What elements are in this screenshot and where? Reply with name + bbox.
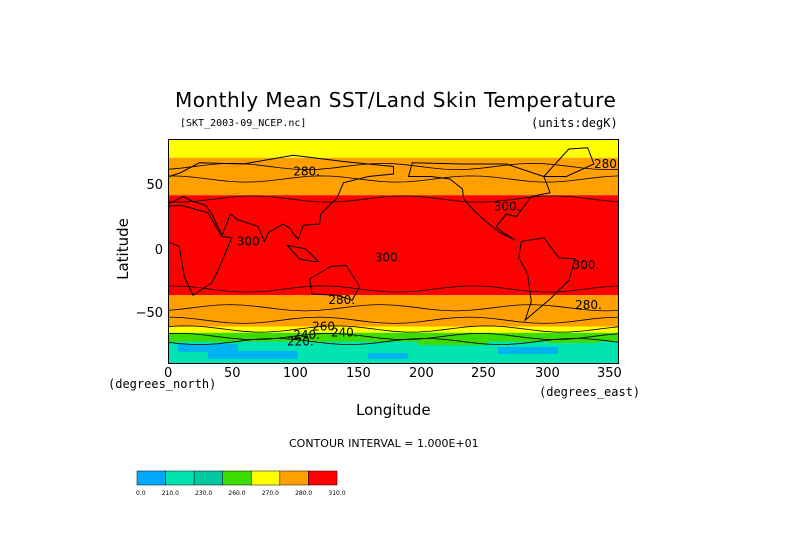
x-tick-label: 300 <box>535 366 560 381</box>
contour-line <box>168 316 619 324</box>
contour-label: 300. <box>237 234 264 248</box>
cold-patch <box>548 337 598 343</box>
contour-label: 300. <box>573 258 600 272</box>
contour-label: 240. <box>293 328 320 342</box>
temperature-band <box>168 195 619 296</box>
cold-patch <box>498 347 558 354</box>
colorbar-swatch <box>279 470 309 486</box>
colorbar-tick-label: 180.0 <box>136 490 146 497</box>
x-tick-label: 200 <box>409 366 434 381</box>
contour-line <box>168 162 619 171</box>
contour-label: 280. <box>328 293 355 307</box>
y-axis-label: Latitude <box>113 218 132 280</box>
colorbar: 180.0 210.0 230.0 260.0 270.0 280.0 310.0 <box>136 470 346 497</box>
x-tick-label: 50 <box>224 366 241 381</box>
contour-label: 240. <box>331 326 358 340</box>
contour-label: 280. <box>594 157 619 171</box>
contour-label: 300. <box>375 251 402 265</box>
y-units-label: (degrees_north) <box>108 377 217 391</box>
y-tick-label: −50 <box>135 306 163 321</box>
colorbar-tick-label: 260.0 <box>228 490 245 497</box>
continent-outline <box>285 244 320 262</box>
colorbar-swatch <box>222 470 252 486</box>
colorbar-swatch <box>251 470 281 486</box>
contour-interval-label: CONTOUR INTERVAL = 1.000E+01 <box>289 437 479 450</box>
contour-line <box>168 304 619 312</box>
contour-label: 300. <box>494 199 521 213</box>
map-plot-area: 280.300.300.300.300.280. 280.260.240.220.… <box>168 139 619 364</box>
contour-label: 260. <box>312 319 339 333</box>
colorbar-tick-label: 210.0 <box>162 490 179 497</box>
contour-line <box>168 195 619 203</box>
temperature-band <box>168 295 619 327</box>
colorbar-swatch <box>136 470 166 486</box>
y-tick-label: 50 <box>146 178 163 193</box>
x-tick-label: 250 <box>471 366 496 381</box>
continent-outline <box>407 162 551 241</box>
temperature-band <box>168 326 619 333</box>
x-units-label: (degrees_east) <box>539 385 641 399</box>
contour-line <box>168 332 619 341</box>
contour-line <box>168 175 619 183</box>
temperature-band <box>168 139 619 158</box>
cold-patch <box>368 353 408 359</box>
source-file-label: [SKT_2003-09_NCEP.nc] <box>180 118 307 129</box>
colorbar-tick-label: 280.0 <box>295 490 312 497</box>
colorbar-swatch <box>165 470 195 486</box>
colorbar-tick-label: 270.0 <box>262 490 279 497</box>
contour-label: 280. <box>293 164 320 178</box>
units-label: (units:degK) <box>531 116 618 130</box>
contour-label: 280. <box>575 298 602 312</box>
continent-outline <box>168 204 233 296</box>
temperature-band <box>168 332 619 342</box>
cold-patch <box>178 344 238 352</box>
cold-patch <box>418 339 488 345</box>
x-tick-label: 100 <box>283 366 308 381</box>
contour-line <box>168 285 619 293</box>
x-tick-label: 150 <box>346 366 371 381</box>
continent-outline <box>542 147 595 177</box>
plot-frame <box>168 139 619 364</box>
colorbar-swatch <box>308 470 338 486</box>
colorbar-tick-label: 310.0 <box>328 490 345 497</box>
continent-outline <box>518 237 576 322</box>
chart-title: Monthly Mean SST/Land Skin Temperature <box>175 88 617 112</box>
contour-line <box>168 325 619 333</box>
cold-patch <box>208 351 298 359</box>
contour-label: 220. <box>287 334 314 348</box>
x-tick-label: 350 <box>597 366 622 381</box>
x-axis-label: Longitude <box>356 401 431 419</box>
continent-outline <box>309 264 361 301</box>
colorbar-swatch <box>193 470 223 486</box>
colorbar-tick-label: 230.0 <box>195 490 212 497</box>
y-tick-label: 0 <box>154 243 163 258</box>
x-tick-label: 0 <box>164 366 173 381</box>
contour-line <box>168 338 619 345</box>
cold-patch <box>228 335 308 341</box>
